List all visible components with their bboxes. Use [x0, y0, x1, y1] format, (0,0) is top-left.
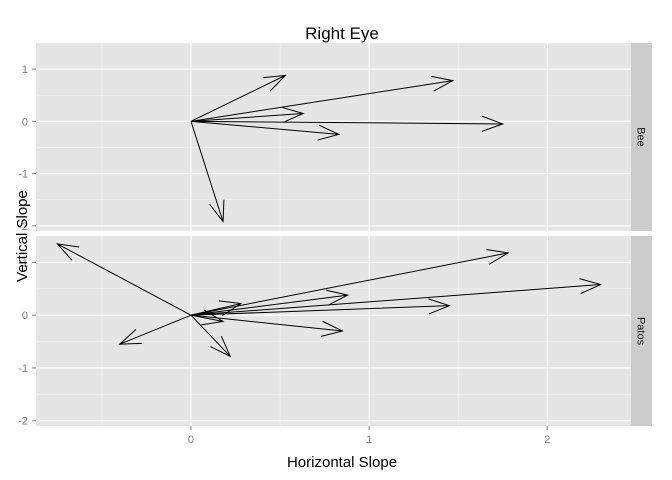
facet-strip-label: Bee	[635, 127, 647, 147]
vector-arrow	[190, 248, 510, 316]
facet-panel-bee: -2 -1 0 1 Bee	[18, 42, 652, 233]
y-tick-label: -2	[18, 416, 28, 428]
y-tick-label: -1	[18, 169, 28, 181]
panel-background	[36, 43, 631, 231]
vector-arrow	[118, 314, 192, 345]
vector-arrow	[190, 309, 225, 326]
vector-arrow	[190, 314, 232, 358]
facet-panel-patos: -2 -1 0 1 Patos	[18, 235, 652, 428]
facet-strip-label: Patos	[635, 317, 647, 346]
x-tick-label: 1	[366, 434, 372, 446]
facet-strip	[631, 236, 652, 426]
y-tick-label: 1	[22, 257, 28, 269]
vector-arrow	[190, 121, 225, 223]
vector-arrow	[190, 74, 287, 122]
y-tick-label: 0	[22, 310, 28, 322]
vector-arrow	[190, 298, 451, 316]
x-tick-label: 0	[188, 434, 194, 446]
vector-arrow	[190, 75, 455, 122]
vector-arrow	[190, 300, 243, 316]
y-axis-title: Vertical Slope	[14, 190, 31, 282]
facet-panels: -2 -1 0 1 Bee -2 -1 0 1 Patos	[18, 42, 652, 428]
vector-arrow	[190, 115, 505, 132]
chart-title: Right Eye	[305, 24, 379, 43]
y-tick-label: 0	[22, 116, 28, 128]
y-tick-label: -2	[18, 221, 28, 233]
vector-arrow	[190, 120, 341, 141]
vector-arrow	[190, 289, 350, 316]
x-axis-title: Horizontal Slope	[287, 454, 397, 471]
x-axis: 0 1 2	[188, 426, 550, 446]
vector-arrow	[190, 278, 603, 316]
x-tick-label: 2	[544, 434, 550, 446]
facet-strip	[631, 43, 652, 231]
vector-arrow	[190, 106, 305, 123]
y-tick-label: 1	[22, 64, 28, 76]
vector-arrow	[56, 243, 192, 316]
y-tick-label: -1	[18, 363, 28, 375]
panel-background	[36, 236, 631, 426]
